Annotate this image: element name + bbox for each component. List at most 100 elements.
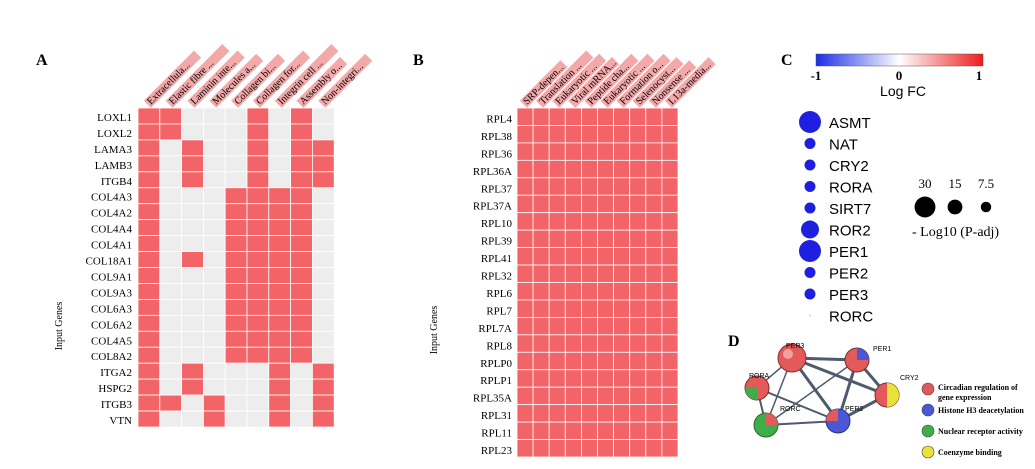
panelA-header-bg-0 [143, 50, 202, 108]
network-node-cry2: CRY2 [874, 375, 919, 408]
panelB-cell-15-9 [661, 369, 679, 388]
panel-b-y-axis-label: Input Genes [429, 306, 440, 355]
panelB-cell-10-2 [548, 282, 566, 301]
panelB-cell-8-9 [661, 247, 679, 266]
panelA-cell-2-6 [268, 139, 291, 157]
gene-label-nat: NAT [829, 137, 858, 154]
panelB-cell-11-4 [581, 299, 598, 318]
node-label-per2: PER2 [845, 406, 863, 413]
gene-dot-ror2 [801, 220, 819, 239]
panelA-cell-0-8 [311, 107, 335, 125]
panelB-header-bg-5 [600, 53, 655, 108]
gene-label-asmt: ASMT [829, 115, 871, 132]
panelB-cell-9-2 [548, 264, 566, 283]
panelB-cell-7-9 [661, 229, 679, 248]
panelB-cell-6-0 [516, 212, 534, 231]
panelA-cell-1-2 [181, 123, 204, 141]
panelB-cell-16-3 [564, 386, 582, 406]
panelB-cell-9-8 [645, 264, 663, 283]
panelB-cell-8-6 [613, 247, 631, 266]
panelB-cell-2-5 [597, 142, 615, 161]
panelB-cell-7-4 [581, 229, 598, 248]
panelB-cell-9-4 [581, 264, 598, 283]
panelA-cell-19-8 [311, 410, 335, 428]
legend-label-coenzyme: Coenzyme binding [938, 448, 1002, 457]
panelB-cell-3-0 [516, 159, 534, 179]
panelB-cell-9-5 [597, 264, 615, 283]
colorbar-mid-label: 0 [896, 68, 903, 83]
panelB-cell-15-0 [516, 369, 534, 388]
panelB-cell-9-0 [516, 264, 534, 283]
panelB-cell-8-2 [548, 247, 566, 266]
panelB-row-label-11: RPL7 [486, 305, 512, 317]
panelB-cell-2-1 [532, 142, 550, 161]
panelB-cell-19-0 [516, 439, 534, 458]
panelA-row-label-6: COL4A2 [91, 208, 132, 220]
panelA-cell-14-0 [137, 330, 161, 348]
panelA-cell-12-6 [268, 298, 291, 316]
panelB-cell-7-7 [629, 229, 647, 248]
panelB-cell-15-4 [581, 369, 598, 388]
panelA-row-label-13: COL6A2 [91, 319, 132, 331]
panelA-cell-4-8 [311, 171, 335, 189]
panelB-cell-8-0 [516, 247, 534, 266]
panelA-cell-3-7 [290, 155, 313, 173]
panelA-cell-13-8 [311, 314, 335, 332]
panelA-header-bg-5 [252, 50, 311, 108]
gene-dot-sirt7 [804, 202, 816, 214]
panelB-cell-10-7 [629, 282, 647, 301]
panelB-header-bg-8 [648, 60, 697, 108]
panelB-cell-15-8 [645, 369, 663, 388]
panelB-cell-12-1 [532, 316, 550, 336]
panelB-cell-11-5 [597, 299, 615, 318]
legend-label-histone: Histone H3 deacetylation [938, 406, 1024, 415]
panelA-cell-11-8 [311, 283, 335, 300]
size-legend-value-1: 15 [949, 176, 962, 191]
panelA-cell-15-8 [311, 346, 335, 364]
panelB-header-bg-6 [616, 53, 671, 108]
panelA-cell-2-3 [202, 139, 226, 157]
panelB-cell-7-6 [613, 229, 631, 248]
panelA-row-label-12: COL6A3 [91, 303, 132, 315]
panelA-cell-10-3 [202, 267, 226, 284]
node-label-per3: PER3 [786, 343, 804, 350]
panelB-row-label-2: RPL36 [481, 148, 513, 160]
panelB-cell-16-7 [629, 386, 647, 406]
panelA-cell-8-2 [181, 235, 204, 252]
panelB-cell-0-2 [548, 107, 566, 126]
panelB-cell-15-1 [532, 369, 550, 388]
panelB-row-label-12: RPL7A [478, 323, 512, 335]
panelB-cell-14-3 [564, 351, 582, 371]
panelA-cell-18-4 [224, 394, 248, 412]
panelB-cell-7-3 [564, 229, 582, 248]
panelA-cell-4-0 [137, 171, 161, 189]
panelB-cell-17-5 [597, 404, 615, 423]
panelA-cell-18-8 [311, 394, 335, 412]
panelB-cell-5-2 [548, 194, 566, 214]
panelA-cell-15-7 [290, 346, 313, 364]
panelB-cell-11-9 [661, 299, 679, 318]
panelB-cell-18-3 [564, 421, 582, 440]
panelB-cell-0-3 [564, 107, 582, 126]
panelA-cell-13-4 [224, 314, 248, 332]
gene-label-sirt7: SIRT7 [829, 201, 871, 218]
panelB-cell-11-6 [613, 299, 631, 318]
legend-swatch-circadian [921, 382, 935, 396]
panelA-row-label-10: COL9A1 [91, 271, 132, 283]
panelB-cell-18-0 [516, 421, 534, 440]
panelA-cell-19-1 [159, 410, 183, 428]
panelB-cell-6-3 [564, 212, 582, 231]
panelA-cell-1-8 [311, 123, 335, 141]
panelB-cell-2-8 [645, 142, 663, 161]
panelB-cell-16-5 [597, 386, 615, 406]
panelB-cell-8-4 [581, 247, 598, 266]
panelA-cell-17-3 [202, 378, 226, 396]
panelB-cell-17-6 [613, 404, 631, 423]
panelB-cell-1-2 [548, 125, 566, 144]
panelA-row-label-0: LOXL1 [97, 112, 132, 124]
panelB-cell-3-2 [548, 159, 566, 179]
panelB-cell-6-7 [629, 212, 647, 231]
panelA-cell-7-8 [311, 219, 335, 236]
panelB-cell-19-1 [532, 439, 550, 458]
panelA-cell-16-2 [181, 362, 204, 380]
